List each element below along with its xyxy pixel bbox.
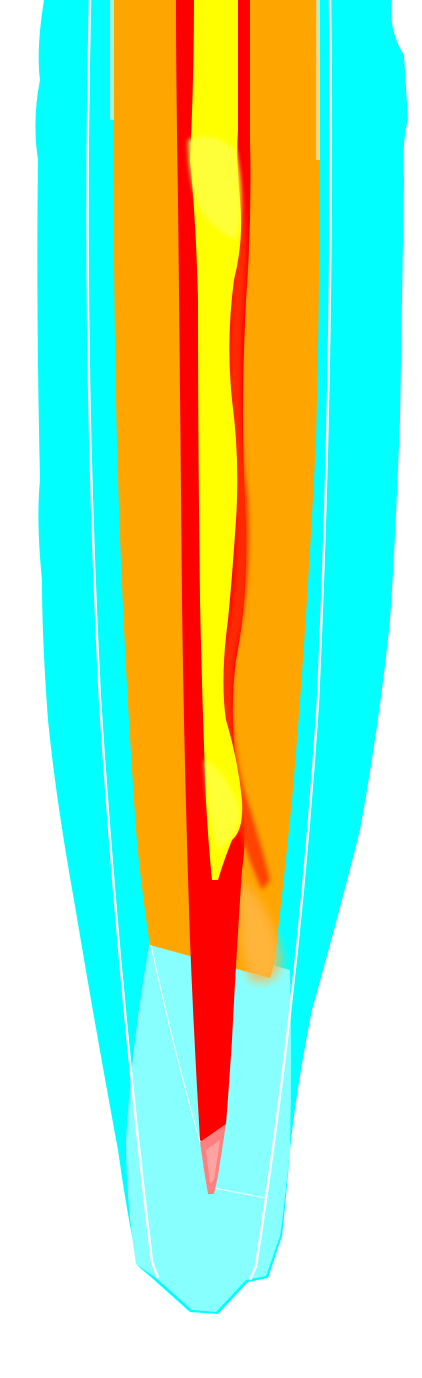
white-strip-left — [110, 0, 114, 120]
red-wavy-glow — [219, 140, 270, 890]
white-line-left — [86, 0, 160, 1279]
orange-soft-edge — [238, 880, 282, 983]
yellow-soft-wave-top — [188, 136, 241, 240]
white-line-right — [248, 0, 333, 1281]
pink-tip-highlight — [206, 1140, 220, 1184]
white-strip-right — [316, 0, 320, 160]
yellow-soft-wave-bottom — [204, 760, 240, 850]
